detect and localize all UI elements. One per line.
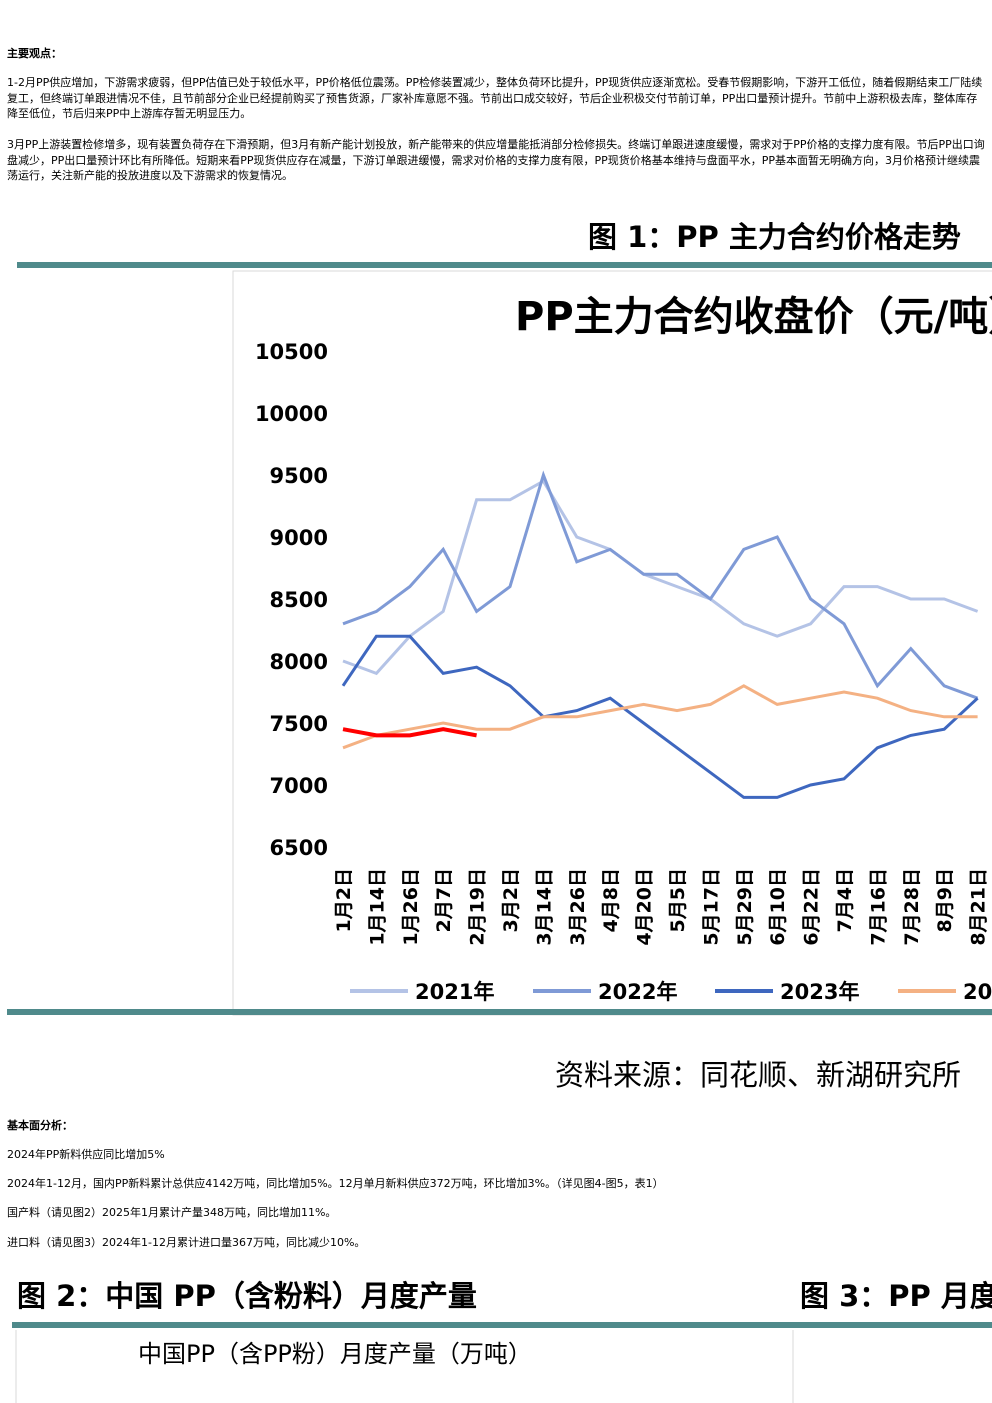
y-tick-label: 6500 bbox=[270, 836, 328, 860]
figure-caption: 图 3：PP 月度进口量 bbox=[800, 1279, 992, 1313]
figure-caption: 图 1：PP 主力合约价格走势 bbox=[588, 220, 961, 254]
x-tick-label: 7月28日 bbox=[901, 868, 923, 946]
source: 资料来源：同花顺、新湖研究所 bbox=[555, 1058, 961, 1092]
x-tick-label: 5月5日 bbox=[667, 868, 689, 932]
x-tick-label: 1月2日 bbox=[333, 868, 355, 932]
legend-label: 2022年 bbox=[598, 980, 677, 1004]
y-tick-label: 8000 bbox=[270, 650, 328, 674]
paragraph: 2024年PP新料供应同比增加5% bbox=[7, 1148, 165, 1161]
heading: 主要观点： bbox=[7, 47, 62, 60]
x-tick-label: 7月16日 bbox=[867, 868, 889, 946]
paragraph: 国产料（请见图2）2025年1月累计产量348万吨，同比增加11%。 bbox=[7, 1206, 337, 1219]
legend-label: 2023年 bbox=[780, 980, 859, 1004]
paragraph: 1-2月PP供应增加，下游需求疲弱，但PP估值已处于较低水平，PP价格低位震荡。… bbox=[7, 76, 983, 120]
x-tick-label: 4月20日 bbox=[634, 868, 656, 946]
series-line bbox=[342, 470, 979, 700]
series-line bbox=[341, 634, 979, 799]
chart-title: 中国PP（含PP粉）月度产量（万吨） bbox=[138, 1340, 532, 1368]
x-tick-label: 4月8日 bbox=[600, 868, 622, 932]
y-tick-label: 9500 bbox=[270, 464, 328, 488]
x-tick-label: 6月22日 bbox=[801, 868, 823, 946]
x-tick-label: 3月2日 bbox=[500, 868, 522, 932]
y-tick-label: 8500 bbox=[270, 588, 328, 612]
series-line bbox=[342, 684, 978, 750]
x-tick-label: 5月29日 bbox=[734, 868, 756, 946]
x-tick-label: 3月14日 bbox=[533, 868, 555, 946]
x-tick-label: 8月9日 bbox=[934, 868, 956, 932]
x-tick-label: 6月10日 bbox=[767, 868, 789, 946]
x-tick-label: 7月4日 bbox=[834, 868, 856, 932]
x-tick-label: 1月26日 bbox=[400, 868, 422, 946]
y-tick-label: 7000 bbox=[270, 774, 328, 798]
x-tick-label: 2月19日 bbox=[467, 868, 489, 946]
paragraph: 进口料（请见图3）2024年1-12月累计进口量367万吨，同比减少10%。 bbox=[7, 1236, 366, 1249]
series-line bbox=[342, 727, 477, 738]
y-tick-label: 9000 bbox=[270, 526, 328, 550]
y-tick-label: 10000 bbox=[255, 402, 328, 426]
paragraph: 2024年1-12月，国内PP新料累计总供应4142万吨，同比增加5%。12月单… bbox=[7, 1177, 664, 1190]
heading: 基本面分析： bbox=[7, 1119, 73, 1132]
rule bbox=[17, 262, 992, 268]
x-tick-label: 5月17日 bbox=[700, 868, 722, 946]
paragraph: 3月PP上游装置检修增多，现有装置负荷存在下滑预期，但3月有新产能计划投放，新产… bbox=[7, 138, 985, 182]
x-tick-label: 2月7日 bbox=[433, 868, 455, 932]
rule bbox=[7, 1009, 992, 1015]
chart-title: PP主力合约收盘价（元/吨） bbox=[515, 294, 992, 340]
rule bbox=[12, 1322, 992, 1328]
y-tick-label: 7500 bbox=[270, 712, 328, 736]
y-tick-label: 10500 bbox=[255, 340, 328, 364]
x-tick-label: 3月26日 bbox=[567, 868, 589, 946]
figure-caption: 图 2：中国 PP（含粉料）月度产量 bbox=[17, 1279, 477, 1313]
x-tick-label: 8月21日 bbox=[968, 868, 990, 946]
x-tick-label: 1月14日 bbox=[366, 868, 388, 946]
legend-label: 2021年 bbox=[415, 980, 494, 1004]
series-line bbox=[342, 479, 979, 676]
legend-label: 2024年 bbox=[963, 980, 992, 1004]
